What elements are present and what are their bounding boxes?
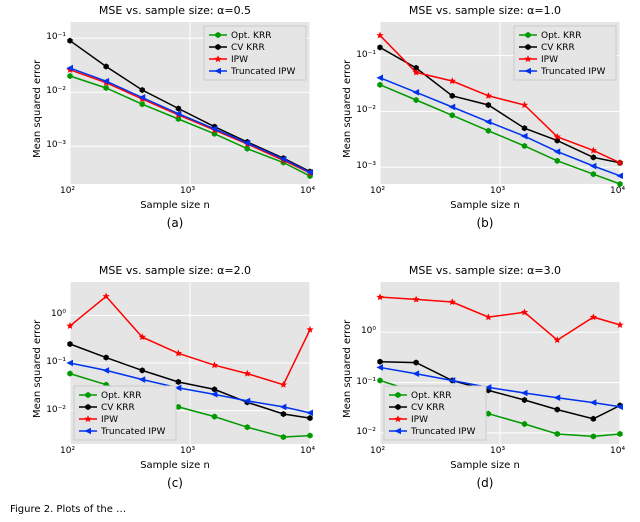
ytick: 10⁻¹ <box>356 377 376 387</box>
xtick: 10² <box>370 186 385 196</box>
xtick: 10⁴ <box>300 446 315 456</box>
xtick: 10⁴ <box>300 186 315 196</box>
marker-opt_krr <box>68 74 72 79</box>
marker-cv_krr <box>176 379 180 384</box>
legend-label-cv_krr: CV KRR <box>411 403 445 413</box>
marker-cv_krr <box>591 155 595 160</box>
xtick: 10³ <box>490 186 505 196</box>
marker-opt_krr <box>245 425 249 430</box>
marker-cv_krr <box>281 412 285 417</box>
legend-label-trunc_ipw: Truncated IPW <box>410 427 475 437</box>
figure: MSE vs. sample size: α=0.5Mean squared e… <box>0 0 640 522</box>
ytick: 10⁻² <box>356 105 376 115</box>
legend-label-opt_krr: Opt. KRR <box>411 391 451 401</box>
marker-cv_krr <box>450 93 454 98</box>
legend-label-trunc_ipw: Truncated IPW <box>100 427 165 437</box>
xtick: 10⁴ <box>610 446 625 456</box>
marker-cv_krr <box>378 45 382 50</box>
marker-opt_krr <box>140 102 144 107</box>
ytick: 10⁻² <box>46 405 66 415</box>
legend-label-opt_krr: Opt. KRR <box>541 31 581 41</box>
xtick: 10² <box>60 446 75 456</box>
panel-b: MSE vs. sample size: α=1.0Mean squared e… <box>340 0 630 230</box>
legend-label-opt_krr: Opt. KRR <box>231 31 271 41</box>
legend-label-ipw: IPW <box>541 55 558 65</box>
xtick: 10³ <box>180 446 195 456</box>
figure-caption: Figure 2. Plots of the … <box>10 504 630 515</box>
ytick: 10⁻² <box>46 86 66 96</box>
xtick: 10³ <box>490 446 505 456</box>
marker-cv_krr <box>486 103 490 108</box>
marker-cv_krr <box>140 368 144 373</box>
ytick: 10⁰ <box>51 309 66 319</box>
marker-cv_krr <box>212 387 216 392</box>
ytick: 10⁻¹ <box>356 50 376 60</box>
legend-label-ipw: IPW <box>231 55 248 65</box>
marker-cv_krr <box>104 355 108 360</box>
legend-label-ipw: IPW <box>101 415 118 425</box>
marker-cv_krr <box>140 88 144 93</box>
marker-opt_krr <box>414 98 418 103</box>
marker-trunc_ipw <box>378 365 383 370</box>
marker-cv_krr <box>176 106 180 111</box>
marker-trunc_ipw <box>378 75 383 80</box>
xtick: 10⁴ <box>610 186 625 196</box>
marker-opt_krr <box>555 158 559 163</box>
marker-opt_krr <box>555 431 559 436</box>
marker-cv_krr <box>68 342 72 347</box>
marker-cv_krr <box>522 398 526 403</box>
marker-opt_krr <box>522 143 526 148</box>
legend-label-cv_krr: CV KRR <box>101 403 135 413</box>
marker-trunc_ipw <box>68 361 73 366</box>
marker-cv_krr <box>414 360 418 365</box>
marker-opt_krr <box>68 371 72 376</box>
marker-cv_krr <box>522 126 526 131</box>
ytick: 10⁻³ <box>356 161 376 171</box>
xtick: 10² <box>370 446 385 456</box>
marker-opt_krr <box>591 434 595 439</box>
marker-opt_krr <box>212 414 216 419</box>
legend-label-opt_krr: Opt. KRR <box>101 391 141 401</box>
legend-label-cv_krr: CV KRR <box>541 43 575 53</box>
legend-label-trunc_ipw: Truncated IPW <box>230 67 295 77</box>
marker-cv_krr <box>591 416 595 421</box>
marker-opt_krr <box>104 85 108 90</box>
marker-opt_krr <box>378 378 382 383</box>
marker-opt_krr <box>245 146 249 151</box>
legend-label-cv_krr: CV KRR <box>231 43 265 53</box>
marker-opt_krr <box>618 431 622 436</box>
marker-opt_krr <box>522 421 526 426</box>
ytick: 10⁰ <box>361 326 376 336</box>
marker-cv_krr <box>68 38 72 43</box>
marker-cv_krr <box>555 407 559 412</box>
marker-opt_krr <box>308 433 312 438</box>
marker-cv_krr <box>104 64 108 69</box>
marker-opt_krr <box>591 172 595 177</box>
panel-d: MSE vs. sample size: α=3.0Mean squared e… <box>340 260 630 490</box>
xtick: 10² <box>60 186 75 196</box>
legend-label-trunc_ipw: Truncated IPW <box>540 67 605 77</box>
ytick: 10⁻¹ <box>46 32 66 42</box>
marker-opt_krr <box>486 411 490 416</box>
marker-cv_krr <box>308 416 312 421</box>
ytick: 10⁻² <box>356 427 376 437</box>
marker-opt_krr <box>450 113 454 118</box>
ytick: 10⁻³ <box>46 140 66 150</box>
ytick: 10⁻¹ <box>46 357 66 367</box>
panel-a: MSE vs. sample size: α=0.5Mean squared e… <box>30 0 320 230</box>
marker-opt_krr <box>378 82 382 87</box>
xtick: 10³ <box>180 186 195 196</box>
marker-cv_krr <box>378 359 382 364</box>
panel-c: MSE vs. sample size: α=2.0Mean squared e… <box>30 260 320 490</box>
marker-opt_krr <box>176 404 180 409</box>
marker-opt_krr <box>281 435 285 440</box>
marker-opt_krr <box>486 128 490 133</box>
legend-label-ipw: IPW <box>411 415 428 425</box>
